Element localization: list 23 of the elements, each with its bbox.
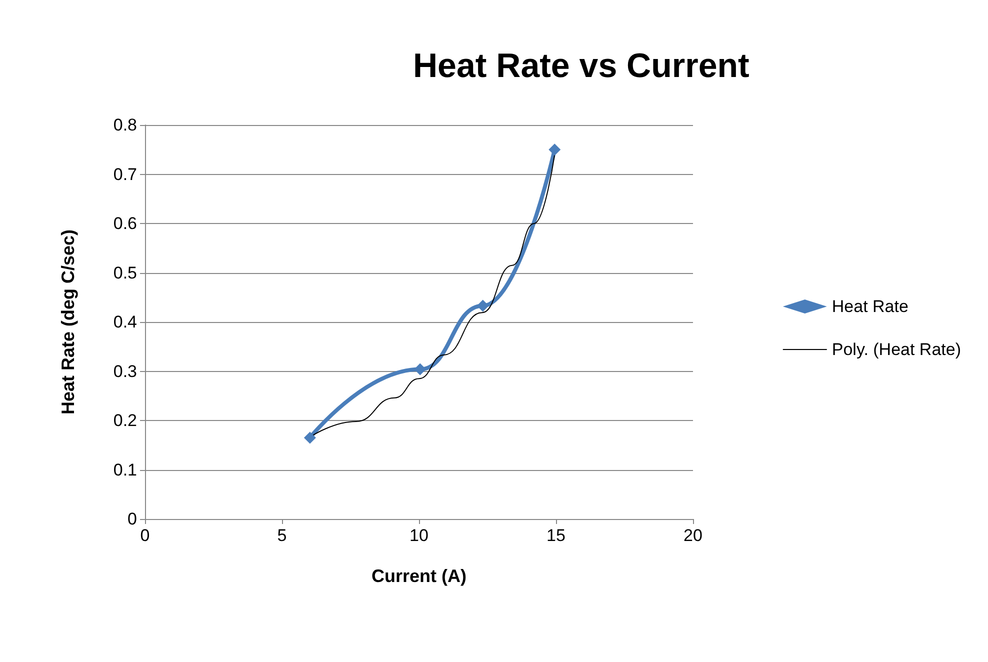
x-tick-label: 0 [140,526,150,545]
point [548,144,561,156]
y-axis-title: Heat Rate (deg C/sec) [58,229,78,415]
y-tick-label: 0.8 [113,116,137,134]
chart-title: Heat Rate vs Current [413,47,750,85]
y-tick-label: 0.2 [113,411,137,430]
x-tick-label: 20 [684,526,702,545]
point [476,300,489,312]
y-tick-label: 0.4 [113,312,137,332]
x-tick-label: 15 [546,526,566,545]
y-tick-label: 0.6 [113,214,137,233]
point [414,363,426,376]
x-tick-label: 10 [410,526,428,545]
y-tick-label: 0.1 [113,460,137,480]
legend-label: Heat Rate [832,297,908,316]
y-tick-label: 0 [128,510,137,528]
legend-label: Poly. (Heat Rate) [832,340,962,359]
y-tick-label: 0.7 [113,164,137,184]
y-tick-label: 0.3 [113,362,137,381]
x-tick-label: 5 [277,526,287,545]
y-tick-label: 0.5 [113,263,137,282]
x-axis-title: Current (A) [372,566,466,586]
point [304,432,316,444]
